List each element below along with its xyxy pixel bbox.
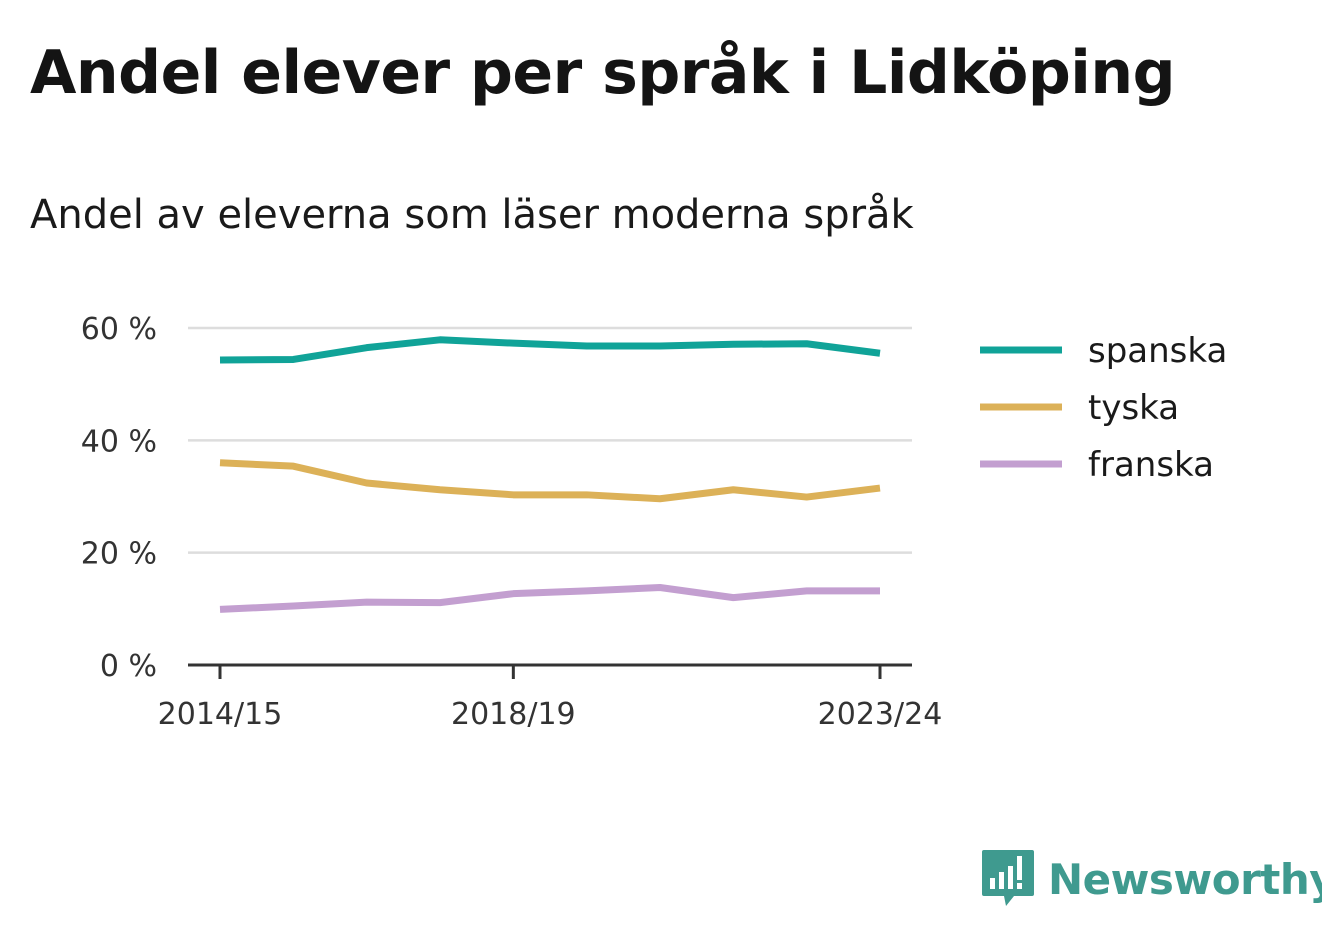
legend: spanska tyska franska (980, 331, 1227, 485)
legend-label-tyska: tyska (1088, 388, 1179, 428)
brand-logo: Newsworthy (980, 848, 1322, 910)
series-line-franska (219, 583, 880, 613)
y-axis: 0 % 20 % 40 % 60 % (81, 312, 157, 684)
chart-subtitle: Andel av eleverna som läser moderna språ… (30, 192, 914, 238)
grid-lines (188, 326, 912, 554)
x-tick-label: 2014/15 (158, 697, 283, 732)
y-tick-label: 40 % (81, 424, 157, 459)
chart-title: Andel elever per språk i Lidköping (30, 38, 1176, 108)
series-lines (219, 336, 881, 613)
y-tick-label: 20 % (81, 537, 157, 572)
series-line-tyska (219, 459, 881, 503)
newsworthy-logo-icon (982, 850, 1034, 906)
x-axis: 2014/15 2018/19 2023/24 (158, 663, 943, 732)
y-tick-label: 60 % (81, 312, 157, 347)
legend-label-spanska: spanska (1088, 331, 1227, 371)
x-tick-label: 2018/19 (451, 697, 576, 732)
series-line-spanska (219, 336, 881, 364)
x-tick-label: 2023/24 (818, 697, 943, 732)
brand-name: Newsworthy (1048, 854, 1322, 904)
legend-label-franska: franska (1088, 445, 1214, 485)
y-tick-label: 0 % (100, 649, 157, 684)
